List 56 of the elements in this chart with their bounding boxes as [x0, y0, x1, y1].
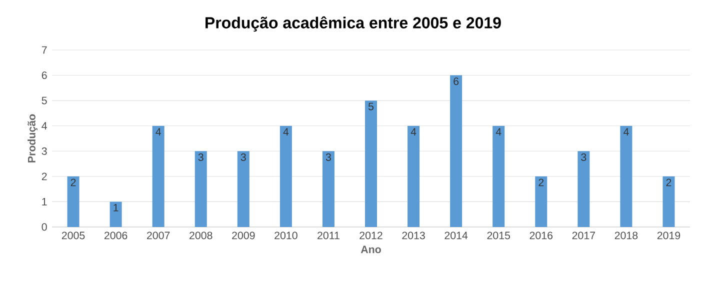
x-tick-label: 2007: [147, 232, 170, 240]
chart-title: Produção acadêmica entre 2005 e 2019: [206, 16, 501, 32]
data-label: 4: [496, 128, 502, 136]
data-label: 3: [198, 153, 204, 161]
data-label: 2: [70, 178, 76, 186]
bar: [322, 151, 334, 227]
bar: [110, 202, 122, 227]
x-tick-label: 2018: [614, 232, 638, 240]
x-tick-label: 2012: [360, 232, 382, 240]
x-tick-label: 2011: [318, 232, 340, 240]
bar: [194, 151, 207, 227]
x-tick-label: 2006: [104, 232, 128, 240]
data-label: 1: [114, 204, 118, 212]
bar: [620, 126, 632, 227]
data-label: 2: [666, 178, 672, 186]
y-axis-title: Produção: [28, 114, 38, 162]
bar: [67, 176, 80, 227]
data-label: 6: [454, 78, 459, 86]
data-label: 2: [538, 178, 544, 186]
bar: [535, 176, 548, 227]
data-label: 4: [410, 128, 416, 136]
y-tick-label: 5: [42, 96, 47, 104]
x-tick-label: 2010: [274, 232, 298, 240]
x-tick-label: 2009: [232, 232, 255, 240]
y-tick-label: 4: [42, 122, 47, 130]
bar: [237, 151, 250, 227]
x-tick-label: 2019: [657, 232, 680, 240]
data-label: 5: [368, 102, 374, 110]
x-tick-label: 2014: [444, 232, 468, 240]
bar: [492, 126, 505, 227]
x-tick-label: 2005: [62, 232, 85, 240]
y-tick-label: 3: [42, 147, 47, 155]
data-label: 3: [326, 153, 331, 161]
x-tick-label: 2013: [402, 232, 425, 240]
bar: [662, 176, 675, 227]
y-tick-label: 7: [42, 46, 47, 54]
bar: [152, 126, 164, 227]
x-tick-label: 2015: [487, 232, 510, 240]
bar: [578, 151, 590, 227]
data-label: 4: [283, 128, 289, 136]
y-tick-label: 0: [42, 223, 47, 231]
data-label: 4: [623, 128, 629, 136]
y-tick-label: 6: [42, 72, 47, 80]
bar: [450, 75, 462, 227]
bar: [408, 126, 420, 227]
data-label: 3: [581, 153, 586, 161]
data-label: 4: [156, 128, 161, 136]
data-label: 3: [240, 153, 246, 161]
y-tick-label: 1: [42, 198, 47, 206]
x-axis-title: Ano: [360, 246, 381, 254]
x-tick-label: 2017: [572, 232, 595, 240]
bar: [365, 100, 378, 227]
x-tick-label: 2016: [530, 232, 553, 240]
bar: [280, 126, 292, 227]
x-tick-label: 2008: [190, 232, 212, 240]
y-tick-label: 2: [42, 172, 47, 180]
